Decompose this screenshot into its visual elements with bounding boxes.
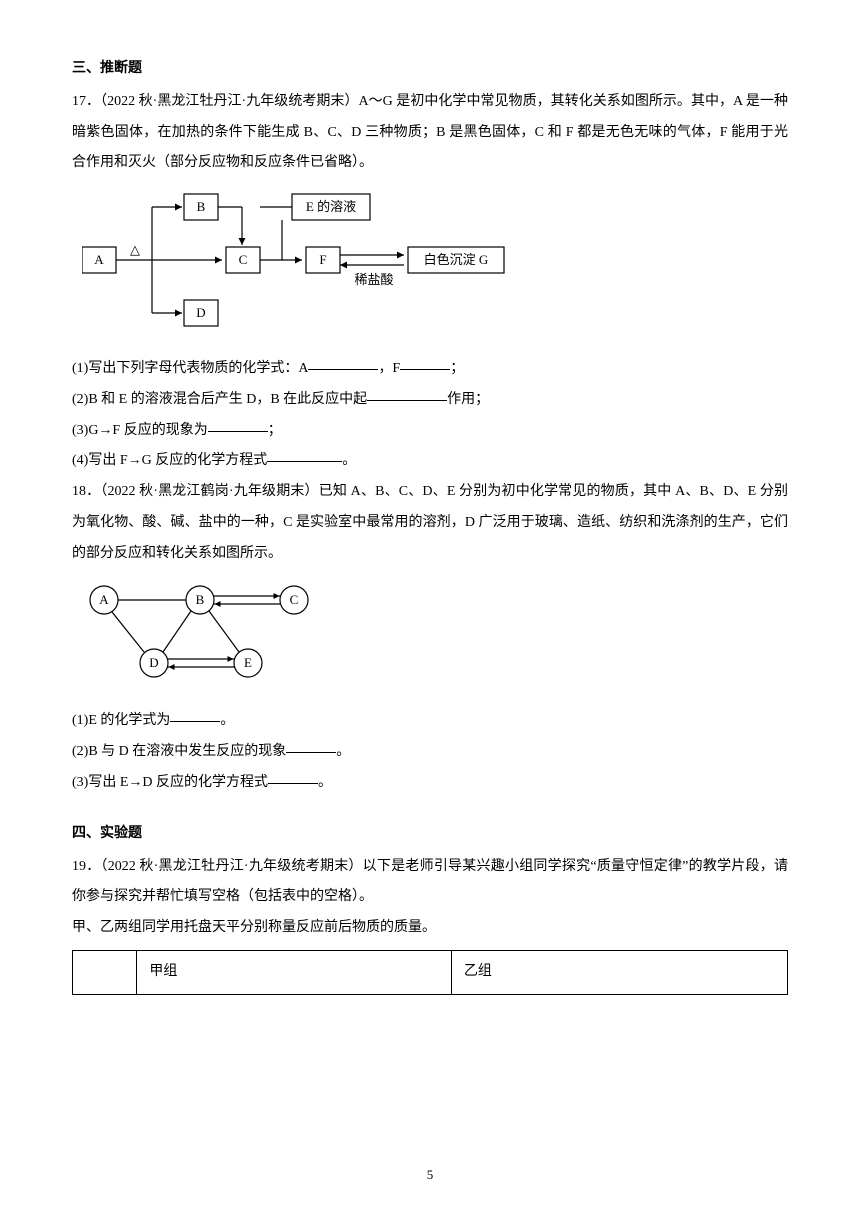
node-g: 白色沉淀 G	[424, 252, 489, 267]
table-cell-col1: 甲组	[137, 950, 452, 994]
blank[interactable]	[267, 448, 342, 462]
q18-sub3: (3)写出 E→D 反应的化学方程式 。	[72, 768, 788, 799]
hcl-label: 稀盐酸	[354, 272, 393, 287]
q17-1c: ；	[450, 361, 464, 376]
q19-line2: 甲、乙两组同学用托盘天平分别称量反应前后物质的质量。	[72, 913, 788, 944]
q17-4b: 。	[342, 453, 356, 468]
blank[interactable]	[268, 770, 318, 784]
node2-c: C	[290, 592, 299, 607]
q17-1b: ，F	[378, 361, 400, 376]
q19-table: 甲组 乙组	[72, 950, 788, 995]
delta-symbol: △	[130, 242, 140, 257]
node2-e: E	[244, 655, 252, 670]
q18-diagram: A B C D E	[82, 578, 788, 701]
q17-sub3: (3)G→F 反应的现象为 ；	[72, 416, 788, 447]
blank[interactable]	[400, 356, 450, 370]
q17-sub4: (4)写出 F→G 反应的化学方程式 。	[72, 446, 788, 477]
q17-4a: (4)写出 F→G 反应的化学方程式	[72, 453, 267, 468]
node-c: C	[239, 252, 248, 267]
q17-3b: ；	[268, 423, 282, 438]
q18-3b: 。	[318, 775, 332, 790]
blank[interactable]	[367, 387, 447, 401]
node-f: F	[319, 252, 326, 267]
q17-sub1: (1)写出下列字母代表物质的化学式：A ，F ；	[72, 354, 788, 385]
q17-stem: 17．（2022 秋·黑龙江牡丹江·九年级统考期末）A～G 是初中化学中常见物质…	[72, 87, 788, 179]
q17-3a: (3)G→F 反应的现象为	[72, 423, 208, 438]
table-cell-empty	[73, 950, 137, 994]
q18-2b: 。	[336, 744, 350, 759]
q18-sub2: (2)B 与 D 在溶液中发生反应的现象 。	[72, 737, 788, 768]
node2-a: A	[99, 592, 109, 607]
q18-1b: 。	[220, 713, 234, 728]
node-b: B	[197, 199, 206, 214]
blank[interactable]	[286, 739, 336, 753]
section-3-title: 三、推断题	[72, 54, 788, 85]
node-d: D	[196, 305, 205, 320]
q17-2a: (2)B 和 E 的溶液混合后产生 D，B 在此反应中起	[72, 392, 367, 407]
q18-sub1: (1)E 的化学式为 。	[72, 706, 788, 737]
node2-d: D	[149, 655, 158, 670]
node-e-solution: E 的溶液	[306, 199, 356, 214]
page-number: 5	[0, 1161, 860, 1190]
q18-stem: 18．（2022 秋·黑龙江鹤岗·九年级期末）已知 A、B、C、D、E 分别为初…	[72, 477, 788, 569]
q18-1a: (1)E 的化学式为	[72, 713, 170, 728]
q17-diagram: A △ B D C E 的溶液 F 稀盐酸 白色沉淀 G	[82, 185, 788, 348]
q17-2b: 作用；	[447, 392, 489, 407]
q18-3a: (3)写出 E→D 反应的化学方程式	[72, 775, 268, 790]
blank[interactable]	[170, 708, 220, 722]
blank[interactable]	[208, 418, 268, 432]
node-a: A	[94, 252, 104, 267]
q18-2a: (2)B 与 D 在溶液中发生反应的现象	[72, 744, 286, 759]
q19-stem: 19．（2022 秋·黑龙江牡丹江·九年级统考期末）以下是老师引导某兴趣小组同学…	[72, 852, 788, 914]
section-4-title: 四、实验题	[72, 819, 788, 850]
node2-b: B	[196, 592, 205, 607]
table-cell-col2: 乙组	[451, 950, 787, 994]
q17-1a: (1)写出下列字母代表物质的化学式：A	[72, 361, 308, 376]
q17-sub2: (2)B 和 E 的溶液混合后产生 D，B 在此反应中起 作用；	[72, 385, 788, 416]
blank[interactable]	[308, 356, 378, 370]
